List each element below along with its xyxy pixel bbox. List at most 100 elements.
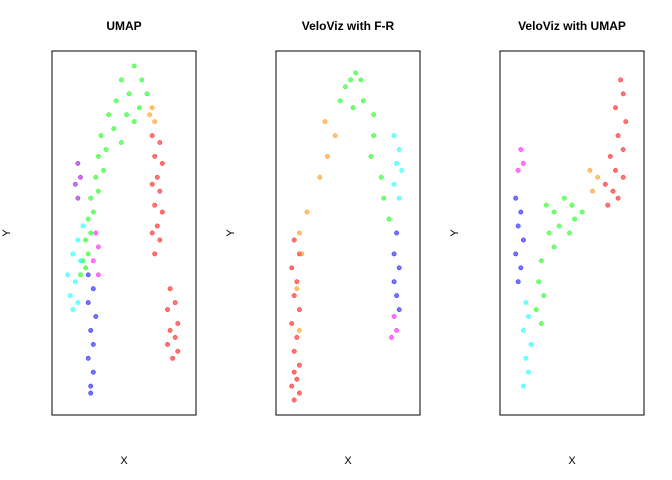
scatter-point — [613, 105, 618, 111]
scatter-point — [396, 265, 402, 271]
scatter-point — [149, 105, 155, 111]
scatter-point — [342, 84, 348, 90]
points-layer — [65, 63, 181, 396]
scatter-point — [546, 230, 552, 236]
scatter-point — [85, 272, 91, 278]
scatter-point — [391, 133, 397, 139]
scatter-point — [175, 348, 181, 354]
scatter-point — [139, 77, 145, 83]
scatter-point — [172, 300, 178, 306]
scatter-point — [296, 307, 302, 313]
scatter-point — [528, 341, 534, 347]
scatter-point — [118, 140, 124, 145]
panel-veloviz-umap: VeloViz with UMAP X Y — [449, 19, 645, 467]
scatter-point — [95, 244, 101, 250]
scatter-point — [80, 223, 86, 229]
scatter-point — [93, 174, 99, 180]
scatter-point — [149, 230, 155, 236]
scatter-point — [67, 293, 73, 299]
scatter-point — [620, 147, 626, 152]
scatter-point — [95, 188, 101, 194]
y-axis-label: Y — [449, 229, 461, 237]
scatter-point — [157, 237, 163, 243]
scatter-point — [95, 272, 101, 278]
scatter-point — [144, 91, 150, 97]
scatter-point — [90, 209, 96, 215]
scatter-point — [520, 160, 526, 166]
scatter-point — [111, 126, 117, 132]
scatter-point — [85, 216, 91, 222]
scatter-point — [607, 153, 613, 159]
scatter-point — [294, 286, 300, 292]
scatter-point — [520, 327, 526, 333]
scatter-point — [515, 279, 521, 285]
scatter-point — [556, 223, 562, 229]
scatter-point — [170, 355, 176, 361]
scatter-point — [136, 105, 142, 111]
scatter-point — [605, 202, 611, 208]
plot-frame — [275, 50, 421, 416]
scatter-point — [399, 167, 405, 173]
scatter-point — [371, 112, 377, 118]
scatter-point — [325, 153, 330, 159]
scatter-point — [396, 147, 402, 152]
scatter-point — [332, 133, 338, 139]
scatter-point — [317, 174, 323, 180]
scatter-point — [381, 195, 387, 201]
scatter-point — [75, 300, 81, 306]
scatter-point — [154, 174, 160, 180]
scatter-point — [83, 265, 89, 271]
scatter-point — [291, 293, 297, 299]
scatter-point — [289, 321, 295, 326]
scatter-point — [95, 153, 101, 159]
scatter-point — [147, 112, 153, 118]
scatter-point — [106, 112, 112, 118]
scatter-point — [515, 223, 521, 229]
scatter-point — [561, 195, 567, 201]
scatter-point — [65, 272, 71, 278]
x-axis-label: X — [344, 455, 352, 467]
scatter-point — [566, 230, 572, 236]
scatter-point — [518, 265, 524, 271]
scatter-point — [131, 119, 137, 125]
scatter-point — [371, 133, 377, 139]
scatter-point — [289, 383, 295, 389]
scatter-point — [513, 195, 519, 201]
scatter-point — [543, 202, 549, 208]
scatter-point — [533, 307, 539, 313]
scatter-point — [165, 341, 170, 347]
scatter-point — [98, 133, 104, 139]
panel-umap: UMAP X Y — [1, 19, 197, 467]
scatter-point — [78, 258, 83, 264]
scatter-point — [623, 119, 629, 125]
scatter-point — [149, 133, 155, 139]
scatter-point — [113, 98, 119, 104]
scatter-point — [294, 376, 300, 382]
scatter-point — [394, 327, 400, 333]
scatter-point — [88, 230, 94, 236]
scatter-point — [518, 209, 524, 215]
scatter-point — [291, 397, 297, 403]
scatter-point — [157, 188, 163, 194]
scatter-point — [167, 327, 173, 333]
scatter-point — [394, 230, 400, 236]
scatter-point — [93, 230, 99, 236]
scatter-point — [124, 112, 130, 118]
scatter-point — [396, 195, 402, 201]
scatter-point — [159, 160, 165, 166]
scatter-point — [358, 77, 364, 83]
scatter-point — [353, 70, 359, 76]
scatter-point — [378, 174, 384, 180]
y-axis-label: Y — [225, 229, 237, 237]
scatter-point — [518, 147, 524, 152]
scatter-point — [515, 167, 521, 173]
scatter-point — [523, 355, 529, 361]
scatter-point — [90, 341, 96, 347]
scatter-point — [615, 133, 621, 139]
scatter-point — [350, 105, 356, 111]
scatter-point — [152, 119, 158, 125]
scatter-point — [152, 202, 158, 208]
scatter-point — [70, 251, 76, 257]
scatter-point — [118, 77, 124, 83]
scatter-point — [602, 181, 608, 187]
